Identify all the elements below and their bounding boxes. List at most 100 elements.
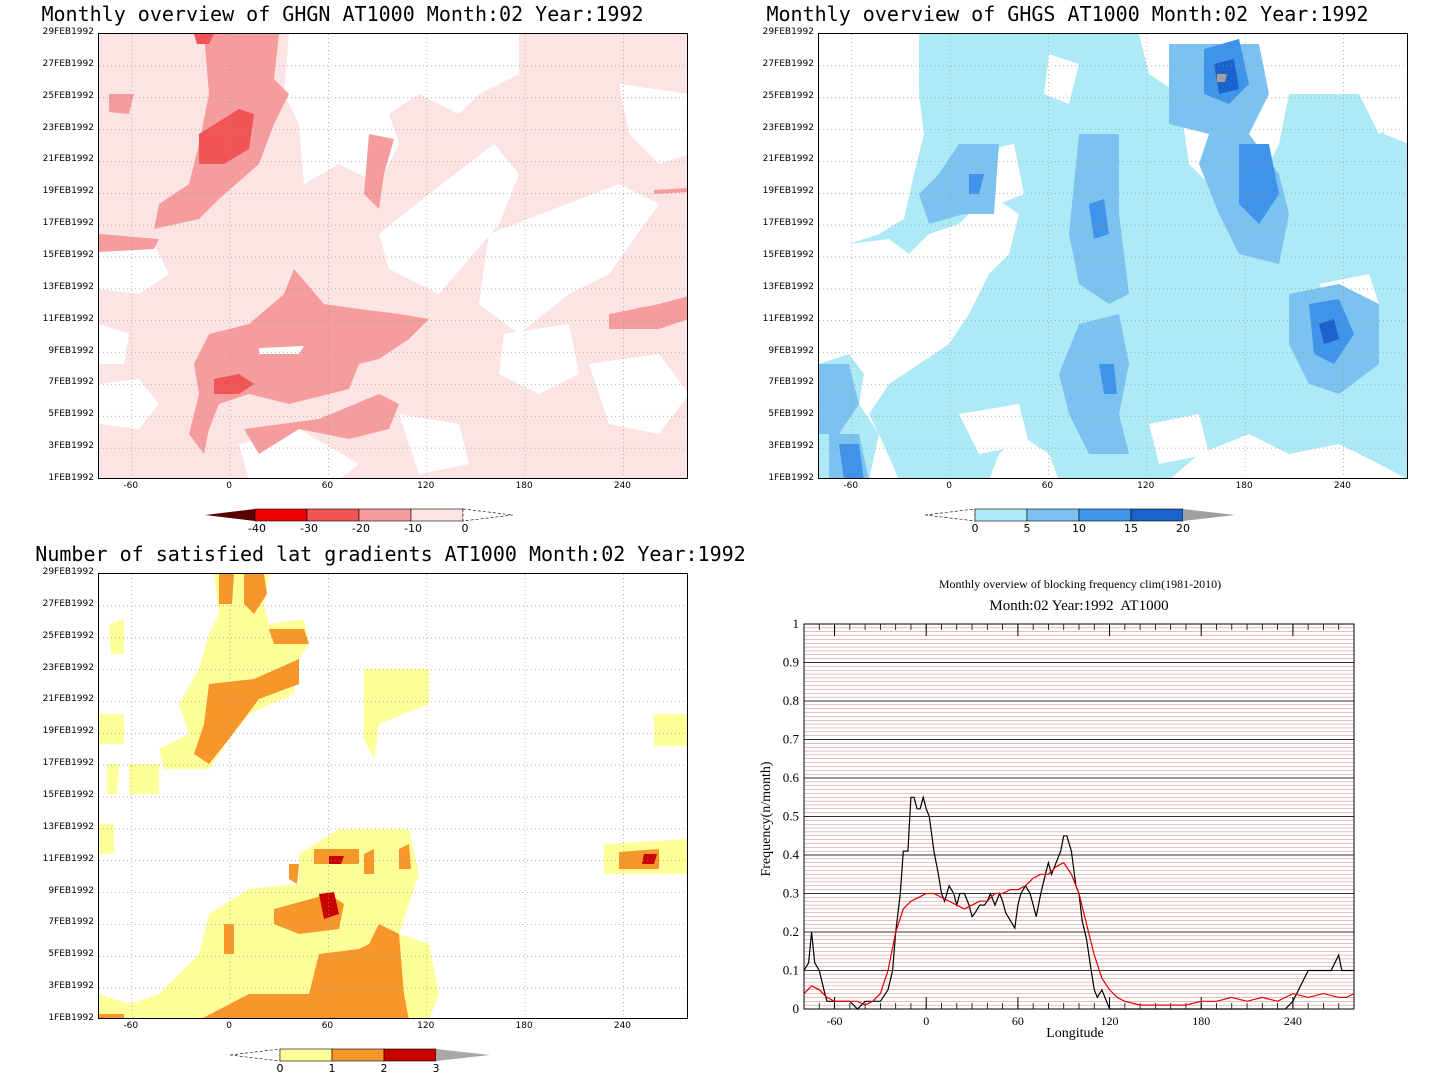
ghgn-field [99, 34, 687, 478]
y-tick-label: 3FEB1992 [48, 981, 94, 992]
x-tick-label: 240 [1284, 1014, 1302, 1028]
y-tick-label: 13FEB1992 [762, 281, 814, 292]
lat-cbar-label: 3 [432, 1062, 440, 1075]
ghgn-panel: Monthly overview of GHGN AT1000 Month:02… [0, 0, 720, 540]
y-tick-label: 11FEB1992 [762, 313, 814, 324]
y-tick-label: 21FEB1992 [762, 154, 814, 165]
blocking-xlabel: Longitude [1046, 1026, 1104, 1041]
y-tick-label: 1FEB1992 [48, 1013, 94, 1023]
x-tick-label: 0 [923, 1014, 929, 1028]
blocking-ylabel: Frequency(n/month) [759, 761, 774, 877]
ghgs-panel: Monthly overview of GHGS AT1000 Month:02… [720, 0, 1440, 540]
y-tick-label: 0.1 [783, 963, 799, 978]
y-tick-label: 15FEB1992 [762, 250, 814, 260]
y-tick-label: 1FEB1992 [48, 473, 94, 483]
y-tick-label: 17FEB1992 [42, 758, 94, 769]
y-tick-label: 9FEB1992 [768, 345, 814, 356]
y-tick-label: 0 [793, 1001, 800, 1016]
y-tick-label: 23FEB1992 [42, 122, 94, 133]
x-tick-label: 120 [417, 481, 435, 491]
ghgs-colorbar [925, 508, 1235, 522]
blocking-panel: Monthly overview of blocking frequency c… [720, 540, 1440, 1091]
x-tick-label: -60 [123, 481, 139, 491]
ghgs-cbar-label: 20 [1176, 522, 1190, 535]
y-tick-label: 25FEB1992 [762, 90, 814, 101]
lat-title: Number of satisfied lat gradients AT1000… [35, 542, 746, 566]
y-tick-label: 25FEB1992 [42, 630, 94, 641]
ghgs-cbar-label: 5 [1023, 522, 1031, 535]
lat-colorbar [230, 1048, 490, 1062]
x-tick-label: -60 [123, 1021, 139, 1031]
x-tick-label: 120 [1137, 481, 1155, 491]
y-tick-label: 19FEB1992 [762, 186, 814, 197]
ghgs-cbar-label: 0 [971, 522, 979, 535]
y-tick-label: 7FEB1992 [768, 377, 814, 388]
x-tick-label: 240 [1333, 481, 1352, 491]
x-tick-label: 0 [946, 481, 952, 491]
lat-cbar-label: 2 [380, 1062, 388, 1075]
y-tick-label: 9FEB1992 [48, 345, 94, 356]
ghgs-cbar-label: 15 [1124, 522, 1138, 535]
series-black-line [803, 794, 1354, 1010]
y-tick-label: 21FEB1992 [42, 694, 94, 705]
dotted-grid [99, 34, 687, 478]
y-tick-label: 7FEB1992 [48, 377, 94, 388]
lat-panel: Number of satisfied lat gradients AT1000… [0, 540, 745, 1091]
blocking-subtitle: Month:02 Year:1992 AT1000 [989, 598, 1169, 614]
x-tick-label: 120 [417, 1021, 435, 1031]
y-tick-label: 5FEB1992 [768, 409, 814, 420]
ghgn-colorbar [205, 508, 514, 522]
y-tick-label: 13FEB1992 [42, 281, 94, 292]
y-tick-label: 0.7 [783, 732, 800, 747]
x-tick-label: 180 [1235, 481, 1253, 491]
x-tick-label: -60 [843, 481, 859, 491]
x-tick-label: 180 [1192, 1014, 1210, 1028]
y-tick-label: 27FEB1992 [42, 598, 94, 609]
ghgs-plot-area [818, 33, 1408, 479]
y-tick-label: 13FEB1992 [42, 821, 94, 832]
x-tick-label: -60 [827, 1014, 843, 1028]
y-tick-label: 0.3 [783, 886, 799, 901]
y-tick-label: 11FEB1992 [42, 313, 94, 324]
y-tick-label: 0.9 [783, 655, 799, 670]
y-tick-label: 29FEB1992 [42, 27, 94, 37]
plot-frame [803, 623, 1355, 1010]
x-tick-label: 180 [515, 1021, 533, 1031]
dotted-grid [819, 34, 1407, 478]
ghgs-field [819, 34, 1407, 478]
y-tick-label: 0.5 [783, 809, 799, 824]
y-tick-label: 3FEB1992 [768, 441, 814, 452]
y-tick-label: 19FEB1992 [42, 186, 94, 197]
y-tick-label: 17FEB1992 [762, 218, 814, 229]
x-tick-label: 0 [226, 481, 232, 491]
ghgn-title: Monthly overview of GHGN AT1000 Month:02… [41, 2, 644, 26]
y-tick-label: 15FEB1992 [42, 250, 94, 260]
lat-cbar-label: 0 [276, 1062, 284, 1075]
y-tick-label: 1 [793, 616, 800, 631]
y-tick-label: 0.4 [783, 847, 800, 862]
lat-cbar-label: 1 [328, 1062, 336, 1075]
y-tick-label: 27FEB1992 [42, 58, 94, 69]
y-tick-label: 19FEB1992 [42, 726, 94, 737]
x-tick-label: 120 [1101, 1014, 1119, 1028]
x-tick-label: 240 [613, 1021, 632, 1031]
x-tick-label: 60 [321, 481, 334, 491]
y-tick-label: 21FEB1992 [42, 154, 94, 165]
y-tick-label: 15FEB1992 [42, 790, 94, 800]
lat-plot-area [98, 573, 688, 1019]
y-tick-label: 5FEB1992 [48, 409, 94, 420]
y-tick-label: 23FEB1992 [42, 662, 94, 673]
y-tick-label: 11FEB1992 [42, 853, 94, 864]
x-tick-label: 0 [226, 1021, 232, 1031]
ghgs-title: Monthly overview of GHGS AT1000 Month:02… [766, 2, 1369, 26]
ghgn-cbar-label: 0 [461, 522, 469, 535]
x-tick-label: 60 [1041, 481, 1054, 491]
ghgn-cbar-label: -30 [300, 522, 318, 535]
x-tick-label: 180 [515, 481, 533, 491]
y-tick-label: 0.2 [783, 924, 799, 939]
x-tick-label: 240 [613, 481, 632, 491]
y-tick-label: 7FEB1992 [48, 917, 94, 928]
blocking-line-chart: 0 0.1 0.2 0.3 0.4 0.5 0.6 0.7 0.8 0.9 1 -60 0 60 120 18… [783, 616, 1355, 1028]
y-tick-label: 9FEB1992 [48, 885, 94, 896]
y-tick-label: 0.8 [783, 693, 799, 708]
